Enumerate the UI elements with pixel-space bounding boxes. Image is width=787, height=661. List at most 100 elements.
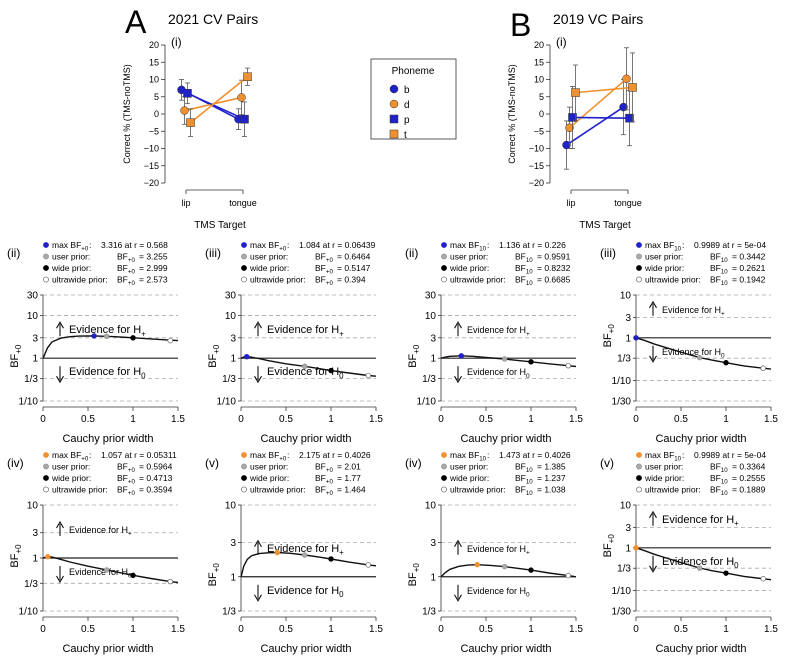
evidence-for-h-plus: Evidence for H+ [69,324,146,338]
stat-bf-label: BF10 [710,275,728,288]
stat-bf-label: BF10 [515,252,533,265]
y-tick-label: 1/10 [612,586,632,597]
x-tick-label: 0.5 [479,414,493,425]
y-tick-label: 3 [230,333,236,344]
panel-B-ii: (ii) max BF10:1.136 at r = 0.226 user prio… [405,240,583,445]
panel-A-iii: (iii) max BF+0:1.084 at r = 0.06439 user p… [205,240,383,445]
x-tick-label: 1.5 [764,414,778,425]
data-point-b [562,140,571,150]
stat-value: 0.9989 at r = 5e-04 [694,450,766,460]
x-tick-label: 0.5 [279,414,293,425]
x-tick-label: 0.5 [674,414,688,425]
x-tick-label: 0.5 [674,624,688,635]
legend-label-t: t [404,130,407,141]
panel-A-i: (i) −20 −15 −10 −5 0 5 10 15 20 lip tongue TMS Targe… [122,35,257,231]
x-tick-label: 1.5 [369,624,383,635]
stat-value: = 0.8232 [537,263,571,273]
y-tick-label: 1/3 [24,374,38,385]
y-tick-label: −20 [529,178,544,188]
curve-point-max [633,335,639,341]
stat-dot-ultra [636,276,642,283]
stat-value: = 0.5147 [337,263,371,273]
stat-dot-user [241,253,247,260]
x-tick-label: 0.5 [479,624,493,635]
arrow-up-icon [454,539,462,548]
stat-value: = 0.6685 [537,275,571,285]
x-tick-label: 1 [328,624,334,635]
x-tick-label: 1.5 [171,414,185,425]
curve-point-max [458,353,465,359]
stat-name: max BF10 [645,240,682,253]
x-axis-label: Cauchy prior width [655,433,746,445]
stat-dot-user [441,463,447,470]
legend-title: Phoneme [392,66,435,77]
y-axis-label: BF+0 [407,563,421,587]
y-axis-label: BF+0 [207,344,221,368]
y-tick-label: 1/3 [222,607,236,618]
stat-value: = 2.01 [337,462,361,472]
y-axis-label: BF+0 [407,344,421,368]
stat-name: max BF+0 [52,450,89,463]
y-tick-label: 30 [425,291,437,302]
stat-value: : [487,450,489,460]
y-tick-label: −5 [149,126,159,136]
data-point-p [240,114,249,124]
stat-dot-wide [43,265,49,271]
x-axis-label: Cauchy prior width [62,433,153,445]
stat-bf-label: BF10 [515,462,533,475]
bf-curve [440,355,577,368]
stat-name: ultrawide prior: [450,485,506,495]
stat-value: : [682,240,684,250]
y-tick-label: 1 [230,354,236,365]
x-tick-label: 1.5 [171,624,185,635]
y-tick-label: 15 [149,57,159,67]
series-line-b [566,106,624,146]
evidence-for-h-zero: Evidence for H0 [69,366,146,380]
arrow-up-icon [254,321,262,329]
stat-dot-max [43,452,49,458]
stat-value: = 0.9591 [537,252,571,262]
y-tick-label: 1 [32,554,38,565]
curve-point-wide [328,556,334,562]
data-point-d [622,74,631,84]
curve-point-ultra [365,372,371,379]
series-line-t [575,86,633,94]
series-line-t [189,76,249,124]
stat-bf-label: BF+0 [315,252,333,265]
y-tick-label: −20 [144,178,159,188]
x-axis-label: Cauchy prior width [260,433,351,445]
stat-name: max BF10 [450,450,487,463]
stat-dot-max [441,242,447,248]
x-tick-label: tongue [229,198,257,208]
curve-point-wide [130,335,136,341]
stat-value: = 1.237 [537,473,566,483]
curve-point-user [103,567,110,573]
x-tick-label: 0.5 [279,624,293,635]
stat-dot-max [441,452,447,458]
stat-dot-wide [241,265,247,271]
stat-bf-label: BF10 [515,263,533,276]
stat-value: = 2.573 [139,275,168,285]
curve-point-max [91,333,97,339]
stat-name: ultrawide prior: [645,275,701,285]
data-point-d [180,106,189,115]
stat-bf-label: BF+0 [117,275,135,288]
curve-point-max [633,545,639,551]
stat-name: wide prior: [449,473,489,483]
stat-value: = 1.77 [337,473,361,483]
panel-A-iv: (iv) max BF+0:1.057 at r = 0.05311 user pr… [7,450,185,655]
arrow-down-icon [649,565,657,573]
panel-A-ii: (ii) max BF+0:3.316 at r = 0.568 user prio… [7,240,185,445]
y-tick-label: 3 [230,538,236,549]
stat-value: = 1.385 [537,462,566,472]
panel-label: (i) [171,35,182,49]
y-tick-label: 3 [32,333,38,344]
y-tick-label: 1/10 [417,397,437,408]
y-tick-label: 20 [149,40,159,50]
stat-value: = 0.1889 [732,485,766,495]
stat-dot-user [43,463,49,470]
y-axis-label: BF+0 [602,534,616,558]
stat-name: max BF+0 [52,240,89,253]
stat-name: max BF10 [645,450,682,463]
x-tick-label: 1.5 [764,624,778,635]
